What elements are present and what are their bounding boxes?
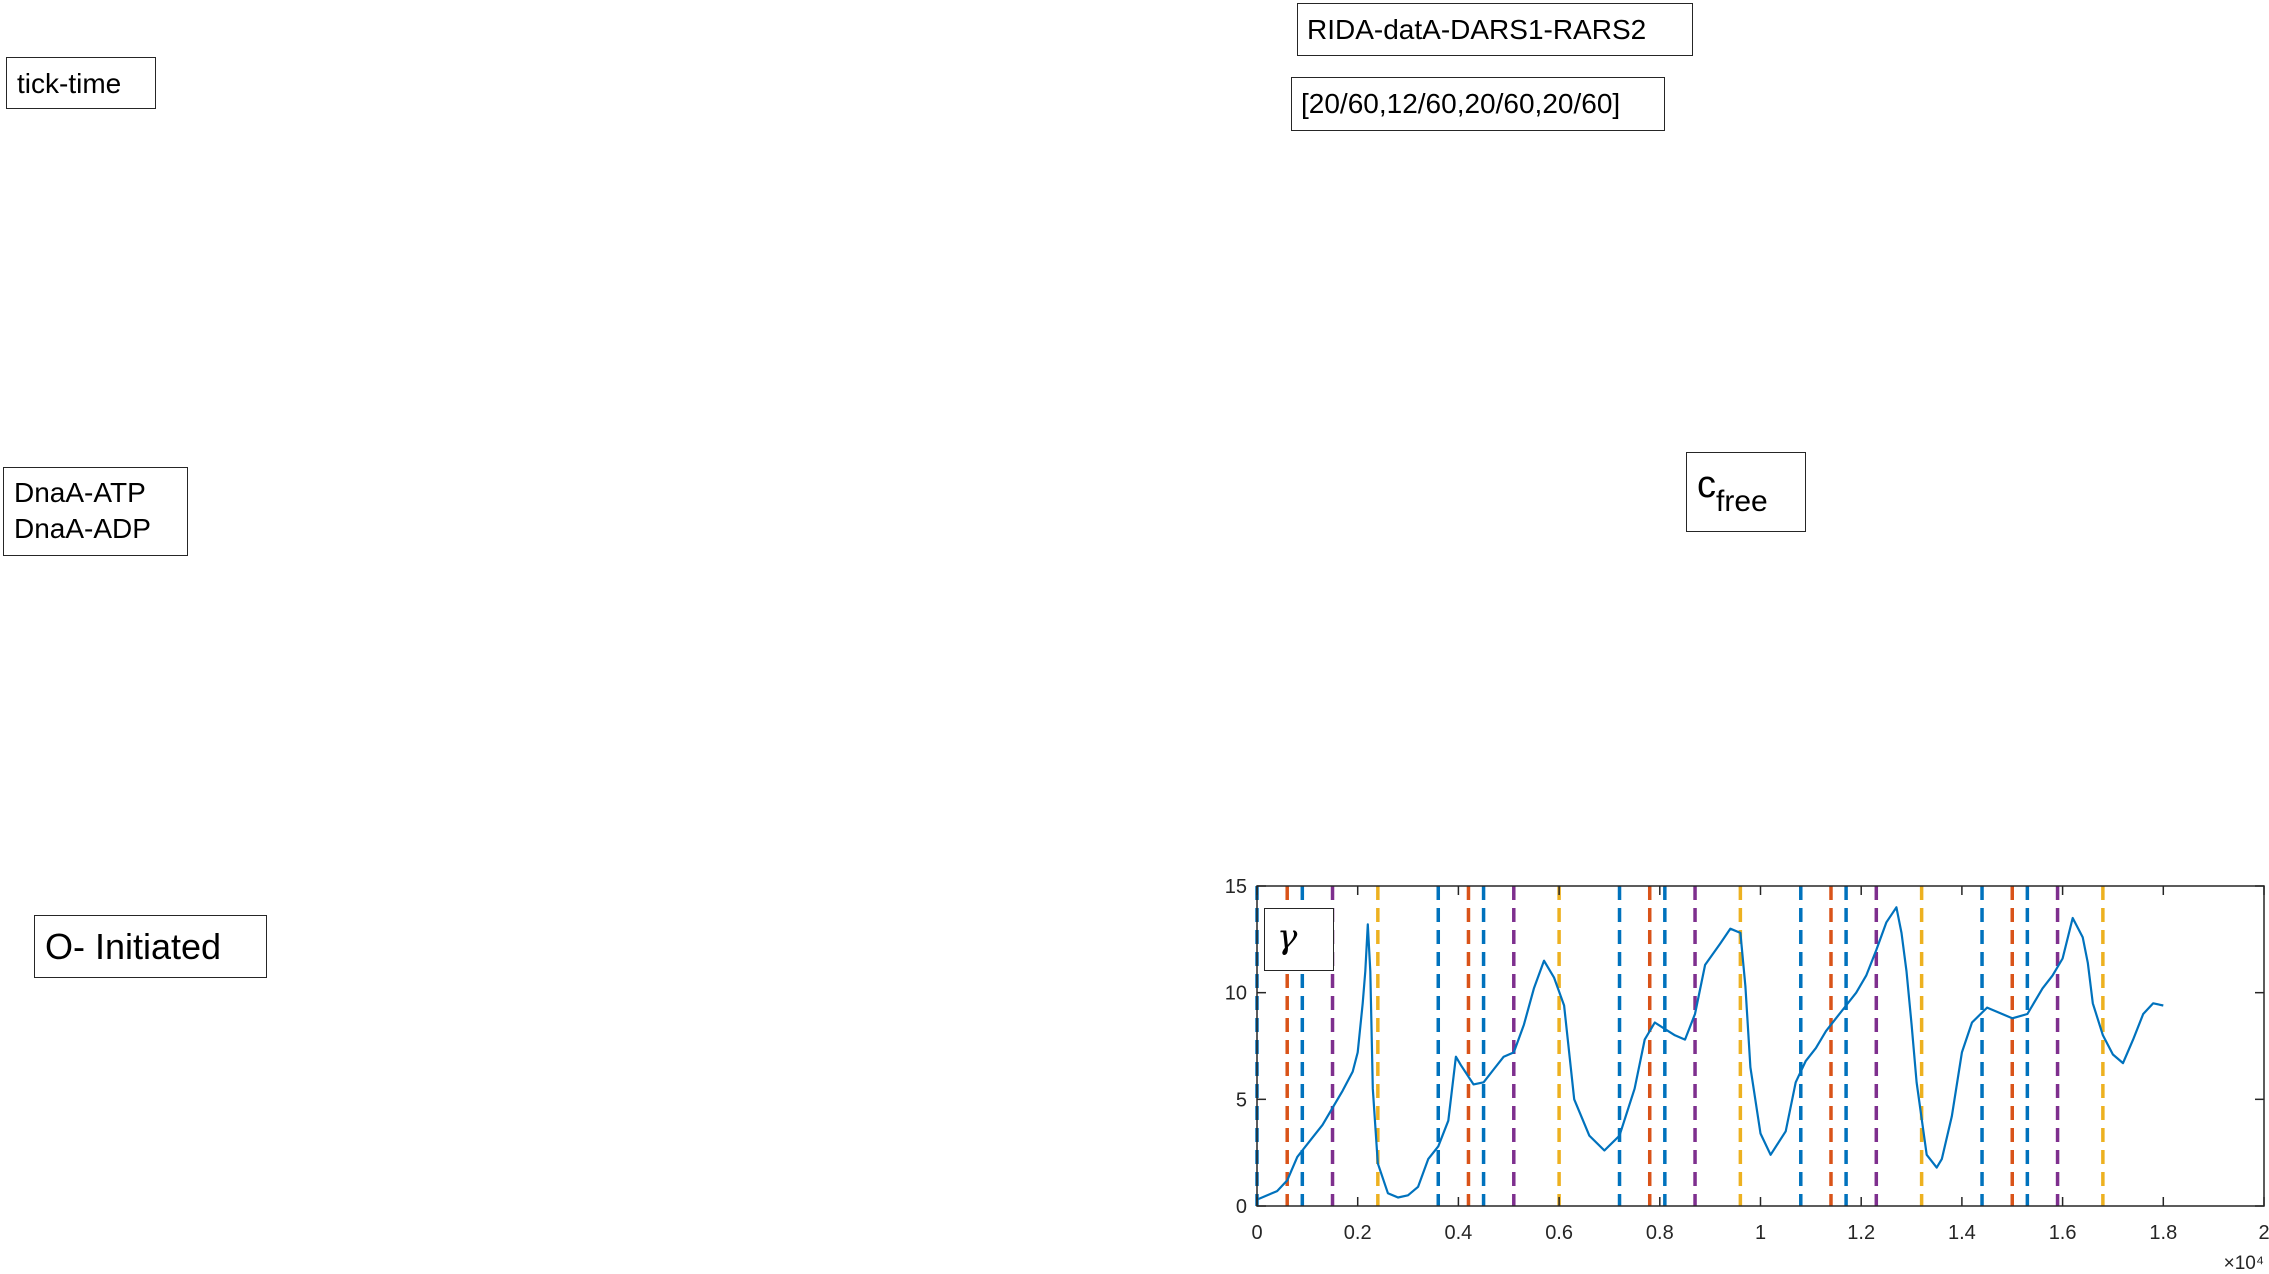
tick-time-label: tick-time (6, 57, 156, 109)
x-tick-label: 1 (1755, 1222, 1766, 1244)
dnaa-atp-label: DnaA-ATP (14, 477, 146, 508)
x-tick-label: 1.4 (1948, 1222, 1976, 1244)
dnaa-adp-label: DnaA-ADP (14, 513, 151, 545)
x-tick-label: 1.8 (2149, 1222, 2177, 1244)
y-tick-label: 5 (1236, 1089, 1247, 1111)
model-name-label: RIDA-datA-DARS1-RARS2 (1297, 3, 1693, 56)
y-tick-label: 10 (1225, 983, 1247, 1005)
plot-area: 0 0.2 0.4 0.6 0.8 1 1.2 1.4 1.6 1.8 2 0 5 10 15 ×10⁴ (1225, 876, 2269, 1274)
y-tick-label: 15 (1225, 876, 1247, 898)
x-tick-label: 0 (1251, 1222, 1262, 1244)
x-tick-label: 2 (2258, 1222, 2269, 1244)
gamma-label: γ (1264, 908, 1334, 971)
x-tick-label: 0.6 (1545, 1222, 1573, 1244)
x-tick-label: 0.8 (1646, 1222, 1674, 1244)
x-tick-label: 0.2 (1344, 1222, 1372, 1244)
x-tick-label: 0.4 (1444, 1222, 1472, 1244)
cfree-label: cfree (1686, 452, 1806, 532)
initiated-label: O- Initiated (34, 915, 267, 978)
x-tick-label: 1.6 (2049, 1222, 2077, 1244)
x-multiplier-label: ×10⁴ (2224, 1253, 2264, 1274)
parameters-label: [20/60,12/60,20/60,20/60] (1291, 77, 1665, 131)
cfree-subscript: free (1716, 485, 1768, 518)
plot-background (1257, 886, 2264, 1206)
y-tick-label: 0 (1236, 1196, 1247, 1218)
series-line (1256, 906, 2164, 1201)
x-tick-label: 1.2 (1847, 1222, 1875, 1244)
cfree-main-text: c (1697, 464, 1716, 506)
dnaa-legend: DnaA-ATP DnaA-ADP (3, 467, 188, 556)
